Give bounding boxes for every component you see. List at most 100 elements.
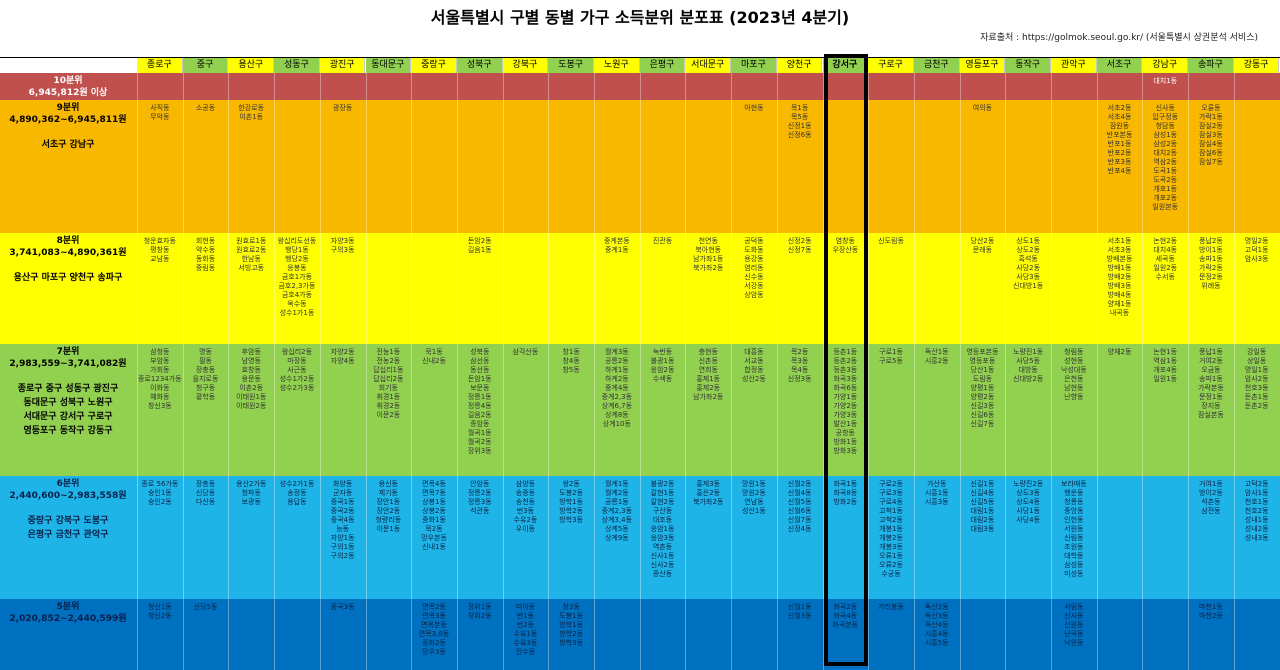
dong-cell: 서초1동 서초3동 방배본동 방배1동 방배2동 방배3동 방배4동 양재1동 … xyxy=(1106,237,1133,317)
dong-cell: 가산동 시흥1동 시흥3동 xyxy=(924,480,949,506)
dong-cell: 왕십리도선동 행당1동 행당2동 응봉동 금호1가동 금호2,3가동 금호4가동… xyxy=(277,237,317,317)
column-divider xyxy=(182,73,184,670)
dong-cell: 신당5동 xyxy=(193,603,218,611)
dong-cell: 독산2동 독산3동 독산4동 시흥4동 시흥5동 xyxy=(924,603,949,647)
dong-cell: 녹번동 불광1동 응암2동 수색동 xyxy=(650,348,675,383)
column-header: 광진구 xyxy=(319,58,366,73)
dong-cell: 신도림동 xyxy=(878,237,904,245)
dong-cell: 진관동 xyxy=(652,237,673,245)
column-divider xyxy=(1096,73,1098,670)
column-header: 동작구 xyxy=(1005,58,1051,73)
dong-cell: 쌍2동 도봉2동 방학1동 방학2동 방학3동 xyxy=(559,480,584,524)
dong-cell: 독산1동 시흥2동 xyxy=(924,348,949,365)
dong-cell: 서림동 신사동 신원동 난곡동 낙원동 xyxy=(1064,603,1084,647)
column-header: 관악구 xyxy=(1051,58,1097,73)
tier-name: 10분위 xyxy=(53,76,83,86)
dong-cell: 자양2동 자양4동 xyxy=(330,348,355,365)
dong-cell: 목1동 목5동 신정1동 신정6동 xyxy=(787,104,812,139)
column-header: 성동구 xyxy=(274,58,320,73)
dong-cell: 구로1동 구로5동 xyxy=(879,348,903,365)
column-divider xyxy=(1005,73,1007,670)
tier-range: 4,890,362~6,945,811원 xyxy=(9,115,127,125)
dong-cell: 삼각산동 xyxy=(512,348,539,356)
dong-cell: 전농1동 전농2동 답십리1동 답십리2동 회기동 휘경1동 휘경2동 이문2동 xyxy=(373,348,404,419)
dong-cell: 불광2동 갈현1동 갈현2동 구산동 대조동 응암1동 응암3동 역촌동 신사1… xyxy=(650,480,675,578)
column-divider xyxy=(913,73,915,670)
dong-cell: 화곡1동 화곡8동 방화2동 xyxy=(833,480,858,506)
column-header: 성북구 xyxy=(456,58,503,73)
tier-range: 3,741,083~4,890,361원 xyxy=(9,248,127,258)
column-header: 구로구 xyxy=(868,58,914,73)
dong-cell: 공덕동 도화동 용강동 염리동 신수동 서강동 상암동 xyxy=(744,237,764,299)
dong-cell: 노량진1동 사당5동 대방동 신대방2동 xyxy=(1013,348,1044,383)
dong-cell: 홍제3동 홍은2동 북가좌2동 xyxy=(693,480,724,506)
dong-cell: 명일2동 고덕1동 암사3동 xyxy=(1244,237,1269,263)
column-divider xyxy=(502,73,504,670)
column-header: 서초구 xyxy=(1096,58,1143,73)
dong-cell: 월계1동 월계2동 공릉1동 중계2,3동 상계3,4동 상계5동 상계9동 xyxy=(601,480,633,542)
dong-cell: 청운효자동 평창동 교남동 xyxy=(143,237,176,263)
column-header: 영등포구 xyxy=(959,58,1006,73)
dong-cell: 망원1동 망원2동 연남동 성산1동 xyxy=(742,480,766,515)
tier-name: 9분위 xyxy=(56,103,80,113)
dong-cell: 소공동 xyxy=(195,104,216,112)
dong-cell: 월계3동 공릉2동 하계1동 하계2동 중계4동 중계2,3동 상계6,7동 상… xyxy=(601,348,633,428)
tier-band xyxy=(0,73,1280,100)
dong-cell: 묵1동 신내2동 xyxy=(422,348,446,365)
column-header: 송파구 xyxy=(1188,58,1234,73)
dong-cell: 광장동 xyxy=(332,104,353,112)
tier-label: 7분위 2,983,559~3,741,082원 종로구 중구 성동구 광진구 동대… xyxy=(0,344,136,476)
tier-band xyxy=(0,476,1280,599)
tier-band xyxy=(0,344,1280,476)
dong-cell: 청림동 성현동 낙성대동 은천동 남현동 난향동 xyxy=(1060,348,1087,401)
column-divider xyxy=(639,73,641,670)
column-divider xyxy=(1233,73,1235,670)
dong-cell: 미아동 번1동 번2동 수유1동 수유3동 인수동 xyxy=(513,603,538,656)
dong-cell: 오륜동 가락1동 잠실2동 잠실3동 잠실4동 잠실6동 잠실7동 xyxy=(1199,104,1223,166)
dong-cell: 성수2가1동 송정동 용답동 xyxy=(279,480,315,506)
dong-cell: 풍납1동 거여2동 오금동 송파1동 가락본동 문정1동 장지동 잠실본동 xyxy=(1198,348,1224,419)
column-divider xyxy=(1051,73,1052,670)
dong-cell: 신월1동 신월3동 xyxy=(787,603,812,620)
dong-cell: 장위1동 장위2동 xyxy=(467,603,492,620)
column-header: 중구 xyxy=(182,58,229,73)
dong-cell: 후암동 남영동 효창동 용문동 이촌2동 이태원1동 이태원2동 xyxy=(236,348,267,410)
column-header: 도봉구 xyxy=(548,58,594,73)
dong-cell: 아현동 xyxy=(744,104,764,112)
column-header: 금천구 xyxy=(913,58,960,73)
dong-cell: 창1동 창4동 창5동 xyxy=(562,348,580,374)
tier-district-list: 종로구 중구 성동구 광진구 동대문구 성북구 노원구 서대문구 강서구 구로구… xyxy=(17,384,119,436)
tier-range: 2,020,852~2,440,599원 xyxy=(9,614,127,624)
dong-cell: 사직동 무악동 xyxy=(150,104,170,121)
dong-cell: 안암동 정릉2동 정릉3동 석관동 xyxy=(467,480,492,515)
column-divider xyxy=(228,73,230,670)
column-divider xyxy=(822,73,824,670)
dong-cell: 자양3동 구의3동 xyxy=(330,237,355,254)
dong-cell: 창신1동 창신2동 xyxy=(147,603,172,620)
dong-cell: 화곡2동 화곡4동 화곡본동 xyxy=(832,603,859,629)
column-header: 중랑구 xyxy=(411,58,457,73)
column-header: 강서구 xyxy=(822,58,869,73)
dong-cell: 당산2동 문래동 xyxy=(970,237,995,254)
dong-cell: 명동 필동 장충동 을지로동 청구동 황학동 xyxy=(192,348,219,401)
column-divider xyxy=(319,73,321,670)
dong-cell: 대흥동 서교동 합정동 성산2동 xyxy=(742,348,766,383)
dong-cell: 장충동 신당동 다산동 xyxy=(195,480,216,506)
dong-cell: 영등포본동 영등포동 당산1동 도림동 양평1동 양평2동 신길3동 신길6동 … xyxy=(966,348,999,428)
column-header: 노원구 xyxy=(594,58,640,73)
dong-cell: 중곡3동 xyxy=(330,603,355,611)
column-divider xyxy=(731,73,733,670)
dong-cell: 천연동 북아현동 남가좌1동 북가좌2동 xyxy=(693,237,724,272)
dong-cell: 목2동 목3동 목4동 신정3동 xyxy=(787,348,812,383)
column-header: 강동구 xyxy=(1233,58,1280,73)
dong-cell: 화양동 군자동 중곡1동 중곡2동 중곡4동 능동 자양1동 구의1동 구의2동 xyxy=(330,480,355,560)
dong-cell: 구로2동 구로3동 구로4동 고척1동 고척2동 개봉1동 개봉2동 개봉3동 … xyxy=(879,480,903,578)
tier-range: 6,945,812원 이상 xyxy=(28,88,108,98)
dong-cell: 보라매동 행운동 청룡동 중앙동 인헌동 서원동 신림동 조원동 대학동 삼성동… xyxy=(1060,480,1087,578)
tier-name: 8분위 xyxy=(56,236,80,246)
tier-band xyxy=(0,599,1280,670)
column-header: 강북구 xyxy=(502,58,549,73)
column-divider xyxy=(868,73,870,670)
column-header: 양천구 xyxy=(776,58,823,73)
tier-label: 6분위 2,440,600~2,983,558원 중랑구 강북구 도봉구 은평구 금… xyxy=(0,476,136,599)
